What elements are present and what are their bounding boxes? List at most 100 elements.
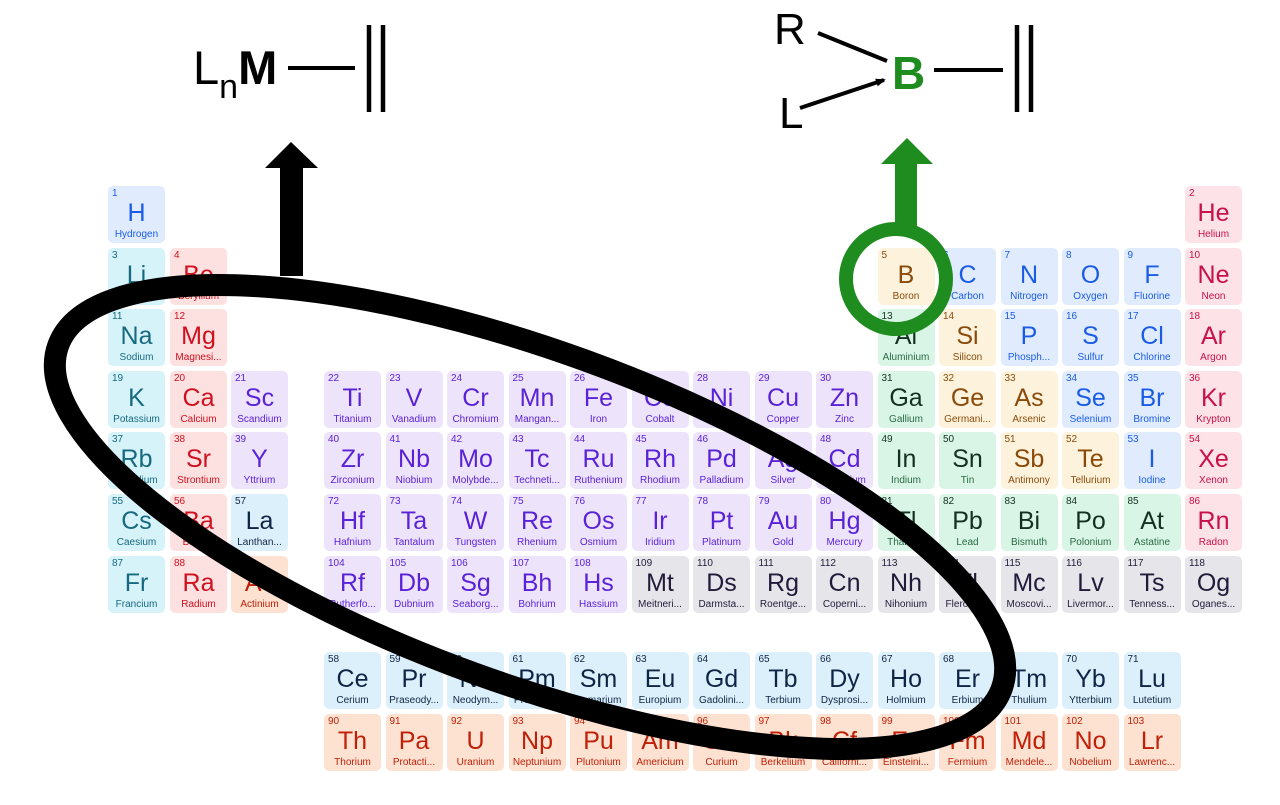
atomic-number: 8: [1066, 249, 1072, 261]
atomic-number: 90: [328, 716, 340, 727]
element-b: 5 B Boron: [877, 247, 935, 305]
atomic-number: 71: [1127, 654, 1139, 665]
element-symbol: Os: [582, 507, 615, 535]
element-symbol: Pr: [401, 665, 427, 693]
element-symbol: Se: [1075, 383, 1106, 412]
element-name: Osmium: [579, 537, 618, 548]
ligand-label: L: [193, 41, 220, 94]
element-symbol: In: [895, 445, 917, 474]
atomic-number: 78: [697, 496, 709, 507]
atomic-number: 55: [112, 496, 124, 507]
element-name: Chlorine: [1133, 352, 1171, 364]
atomic-number: 85: [1127, 496, 1139, 507]
atomic-number: 21: [235, 372, 247, 384]
element-gd: 64 Gd Gadolini...: [693, 652, 750, 709]
element-symbol: Hs: [583, 568, 614, 597]
element-symbol: Og: [1196, 568, 1231, 597]
atomic-number: 3: [112, 249, 118, 261]
element-nb: 41 Nb Niobium: [385, 432, 443, 490]
element-symbol: Nb: [398, 445, 430, 474]
element-symbol: B: [897, 260, 915, 289]
atomic-number: 49: [881, 434, 893, 446]
element-symbol: Cr: [462, 383, 489, 412]
element-symbol: Bi: [1017, 507, 1041, 535]
element-name: Francium: [115, 598, 158, 610]
atomic-number: 28: [697, 372, 709, 384]
atomic-number: 25: [512, 372, 524, 384]
atomic-number: 112: [820, 557, 836, 569]
element-in: 49 In Indium: [877, 432, 935, 490]
element-zn: 30 Zn Zinc: [816, 370, 873, 428]
element-name: Fermium: [947, 757, 988, 768]
element-name: Mangan...: [514, 413, 560, 425]
element-name: Hassium: [579, 598, 618, 610]
atomic-number: 22: [328, 372, 340, 384]
atomic-number: 70: [1066, 654, 1078, 665]
atomic-number: 80: [820, 496, 832, 507]
element-name: Bromine: [1133, 413, 1171, 425]
element-tc: 43 Tc Techneti...: [508, 432, 566, 490]
element-rh: 45 Rh Rhodium: [631, 432, 689, 490]
atomic-number: 116: [1066, 557, 1082, 569]
atomic-number: 59: [389, 654, 401, 665]
atomic-number: 94: [574, 716, 586, 727]
element-name: Neodym...: [452, 695, 499, 706]
element-symbol: Re: [521, 507, 553, 535]
atomic-number: 61: [512, 654, 524, 665]
element-symbol: Zr: [340, 445, 365, 474]
atomic-number: 48: [820, 434, 832, 446]
element-i: 53 I Iodine: [1123, 432, 1181, 490]
element-symbol: V: [405, 383, 423, 412]
element-name: Germani...: [944, 413, 991, 425]
ligand-label-right: L: [779, 89, 804, 138]
element-ne: 10 Ne Neon: [1185, 247, 1242, 305]
element-ho: 67 Ho Holmium: [877, 652, 935, 709]
element-nh: 113 Nh Nihonium: [877, 555, 935, 613]
element-ga: 31 Ga Gallium: [877, 370, 935, 428]
element-symbol: At: [1140, 507, 1164, 535]
atomic-number: 29: [758, 372, 770, 384]
element-name: Astatine: [1133, 537, 1171, 548]
atomic-number: 92: [451, 716, 463, 727]
element-symbol: Pb: [952, 507, 983, 535]
element-name: Hydrogen: [114, 229, 159, 240]
element-f: 9 F Fluorine: [1123, 247, 1181, 305]
element-name: Thorium: [334, 757, 371, 768]
atomic-number: 54: [1189, 434, 1201, 446]
element-name: Oxygen: [1073, 290, 1108, 302]
atomic-number: 52: [1066, 434, 1078, 446]
element-symbol: Mt: [646, 568, 674, 597]
element-symbol: I: [1148, 445, 1156, 474]
element-symbol: Db: [398, 568, 430, 597]
atomic-number: 7: [1004, 249, 1011, 261]
element-cn: 112 Cn Coperni...: [816, 555, 873, 613]
element-symbol: Ti: [342, 383, 363, 412]
atomic-number: 74: [451, 496, 463, 507]
element-symbol: W: [463, 507, 488, 535]
element-symbol: C: [958, 260, 977, 289]
atomic-number: 101: [1004, 716, 1022, 727]
atomic-number: 109: [635, 557, 653, 569]
element-pt: 78 Pt Platinum: [693, 494, 750, 551]
element-name: Titanium: [333, 413, 372, 425]
element-u: 92 U Uranium: [447, 714, 504, 771]
element-name: Meitneri...: [638, 598, 682, 610]
element-mc: 115 Mc Moscovi...: [1000, 555, 1058, 613]
atomic-number: 4: [174, 249, 180, 261]
atomic-number: 37: [112, 434, 124, 446]
element-la: 57 La Lanthan...: [231, 494, 288, 551]
element-ir: 77 Ir Iridium: [631, 494, 689, 551]
element-symbol: Ce: [336, 665, 369, 693]
element-name: Chromium: [452, 413, 499, 425]
atomic-number: 72: [328, 496, 340, 507]
element-h: 1 H Hydrogen: [108, 186, 165, 243]
element-symbol: P: [1020, 322, 1038, 351]
atomic-number: 111: [758, 557, 774, 569]
element-symbol: Ne: [1197, 260, 1230, 289]
element-name: Thulium: [1011, 695, 1047, 706]
element-name: Europium: [638, 695, 682, 706]
element-name: Cerium: [336, 695, 369, 706]
r-group-label: R: [774, 5, 806, 54]
element-name: Curium: [705, 757, 738, 768]
atomic-number: 5: [881, 249, 888, 261]
